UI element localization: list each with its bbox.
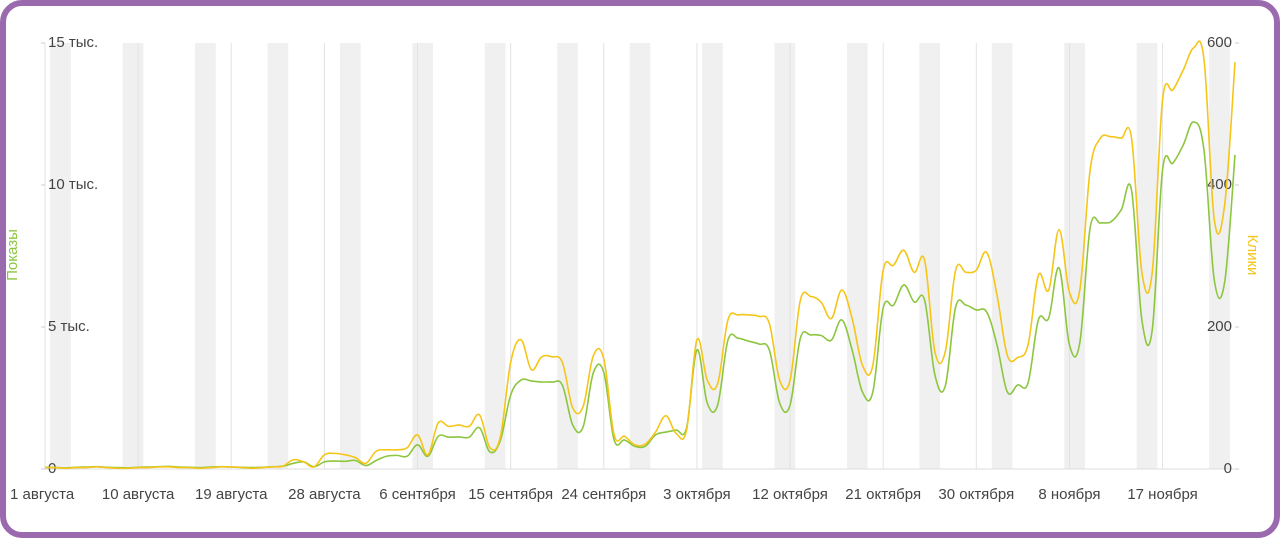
x-tick-label: 12 октября bbox=[752, 486, 828, 503]
weekend-band bbox=[267, 43, 289, 469]
series-line bbox=[44, 40, 1236, 470]
y2-tick-label: 200 bbox=[1207, 318, 1232, 335]
y2-tick-label: 0 bbox=[1224, 460, 1232, 477]
y-tick-label: 5 тыс. bbox=[48, 318, 90, 335]
x-tick-label: 19 августа bbox=[195, 486, 268, 503]
x-tick-label: 8 ноября bbox=[1038, 486, 1100, 503]
x-tick-label: 17 ноября bbox=[1127, 486, 1198, 503]
weekend-band bbox=[702, 43, 723, 469]
weekend-band bbox=[412, 43, 434, 469]
weekend-band bbox=[991, 43, 1013, 469]
weekend-band bbox=[50, 43, 71, 469]
weekend-band bbox=[1064, 43, 1085, 469]
x-tick-label: 24 сентября bbox=[561, 486, 646, 503]
x-tick-label: 15 сентября bbox=[468, 486, 553, 503]
x-tick-label: 28 августа bbox=[288, 486, 361, 503]
weekend-band bbox=[1136, 43, 1158, 469]
weekend-band bbox=[629, 43, 651, 469]
x-tick-label: 30 октября bbox=[938, 486, 1014, 503]
weekend-band bbox=[484, 43, 506, 469]
y-tick-label: 0 bbox=[48, 460, 56, 477]
weekend-band bbox=[846, 43, 868, 469]
weekend-band bbox=[195, 43, 216, 469]
y2-tick-label: 600 bbox=[1207, 34, 1232, 51]
weekend-band bbox=[774, 43, 796, 469]
x-tick-label: 10 августа bbox=[102, 486, 175, 503]
weekend-band bbox=[122, 43, 144, 469]
y-tick-label: 15 тыс. bbox=[48, 34, 98, 51]
y2-axis-title: Клики bbox=[1244, 235, 1261, 276]
x-tick-label: 1 августа bbox=[10, 486, 75, 503]
y-tick-label: 10 тыс. bbox=[48, 176, 98, 193]
x-tick-label: 6 сентября bbox=[379, 486, 456, 503]
x-tick-label: 21 октября bbox=[845, 486, 921, 503]
y-axis-title: Показы bbox=[4, 229, 21, 281]
x-tick-label: 3 октября bbox=[663, 486, 730, 503]
weekend-band bbox=[919, 43, 941, 469]
weekend-band bbox=[1209, 43, 1230, 469]
weekend-band bbox=[339, 43, 361, 469]
